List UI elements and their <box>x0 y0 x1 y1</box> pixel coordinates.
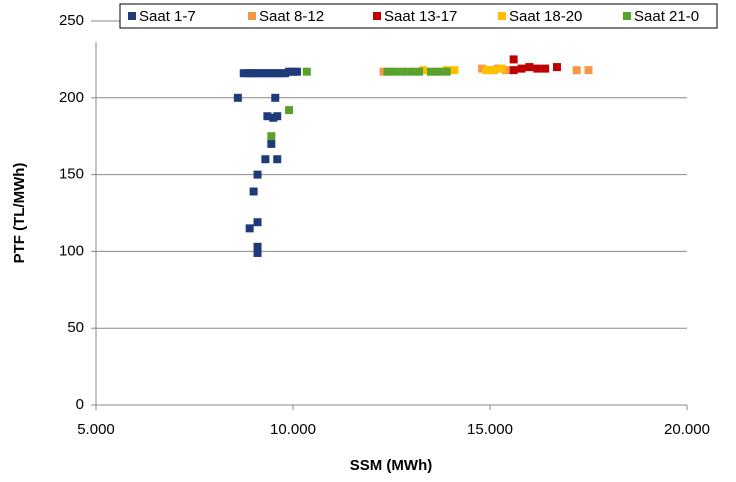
x-tick-label: 20.000 <box>664 421 710 438</box>
point <box>399 67 408 76</box>
point <box>415 67 424 76</box>
point <box>271 93 280 102</box>
legend-marker <box>373 12 381 20</box>
point <box>383 67 392 76</box>
point <box>253 242 262 251</box>
point <box>497 64 506 73</box>
x-tick-label: 5.000 <box>77 421 115 438</box>
point <box>292 67 301 76</box>
legend-marker <box>498 12 506 20</box>
y-tick-label: 0 <box>76 396 84 413</box>
point <box>263 112 272 121</box>
point <box>426 67 435 76</box>
point <box>233 93 242 102</box>
legend-label: Saat 21-0 <box>634 8 699 25</box>
point <box>572 66 581 75</box>
y-tick-label: 50 <box>67 319 84 336</box>
point <box>273 155 282 164</box>
point <box>584 66 593 75</box>
point <box>245 224 254 233</box>
x-axis-title: SSM (MWh) <box>350 457 432 474</box>
legend-label: Saat 18-20 <box>509 8 582 25</box>
point <box>249 187 258 196</box>
legend-label: Saat 1-7 <box>139 8 196 25</box>
y-axis-title: PTF (TL/MWh) <box>11 163 28 264</box>
y-tick-label: 200 <box>59 89 84 106</box>
point <box>509 55 518 64</box>
point <box>302 67 311 76</box>
point <box>442 67 451 76</box>
point <box>525 63 534 72</box>
point <box>509 66 518 75</box>
point <box>267 132 276 141</box>
x-tick-label: 10.000 <box>270 421 316 438</box>
legend-marker <box>128 12 136 20</box>
point <box>285 106 294 115</box>
point <box>253 170 262 179</box>
point <box>391 67 400 76</box>
point <box>434 67 443 76</box>
point <box>450 66 459 75</box>
point <box>552 63 561 72</box>
point <box>253 218 262 227</box>
legend-marker <box>248 12 256 20</box>
point <box>261 155 270 164</box>
point <box>533 64 542 73</box>
point <box>482 66 491 75</box>
point <box>489 66 498 75</box>
y-tick-label: 100 <box>59 242 84 259</box>
point <box>517 64 526 73</box>
y-tick-label: 150 <box>59 166 84 183</box>
legend-box <box>119 3 718 29</box>
legend-label: Saat 8-12 <box>259 8 324 25</box>
point <box>253 248 262 257</box>
point <box>273 112 282 121</box>
legend-marker <box>623 12 631 20</box>
point <box>267 139 276 148</box>
point <box>541 64 550 73</box>
x-tick-label: 15.000 <box>467 421 513 438</box>
point <box>407 67 416 76</box>
legend-label: Saat 13-17 <box>384 8 457 25</box>
y-tick-label: 250 <box>59 12 84 29</box>
